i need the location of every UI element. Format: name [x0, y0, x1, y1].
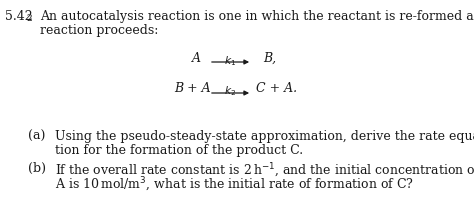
- Text: (a): (a): [28, 130, 46, 143]
- Text: An autocatalysis reaction is one in which the reactant is re-formed as the: An autocatalysis reaction is one in whic…: [40, 10, 474, 23]
- Text: B + A: B + A: [174, 82, 210, 95]
- Text: A is 10$\,$mol/m$^3$, what is the initial rate of formation of C?: A is 10$\,$mol/m$^3$, what is the initia…: [55, 176, 414, 194]
- Text: (b): (b): [28, 162, 46, 175]
- Text: tion for the formation of the product C.: tion for the formation of the product C.: [55, 144, 303, 157]
- Text: reaction proceeds:: reaction proceeds:: [40, 24, 158, 37]
- Text: 5.42: 5.42: [5, 10, 33, 23]
- Text: A: A: [191, 52, 201, 65]
- Text: Using the pseudo-steady-state approximation, derive the rate equa-: Using the pseudo-steady-state approximat…: [55, 130, 474, 143]
- Text: $k_2$: $k_2$: [224, 84, 236, 98]
- Text: B,: B,: [263, 52, 276, 65]
- Text: If the overall rate constant is 2$\,$h$^{-1}$, and the initial concentration of: If the overall rate constant is 2$\,$h$^…: [55, 162, 474, 180]
- Text: $k_1$: $k_1$: [224, 54, 236, 68]
- Text: 2: 2: [26, 14, 32, 23]
- Text: C + A.: C + A.: [256, 82, 297, 95]
